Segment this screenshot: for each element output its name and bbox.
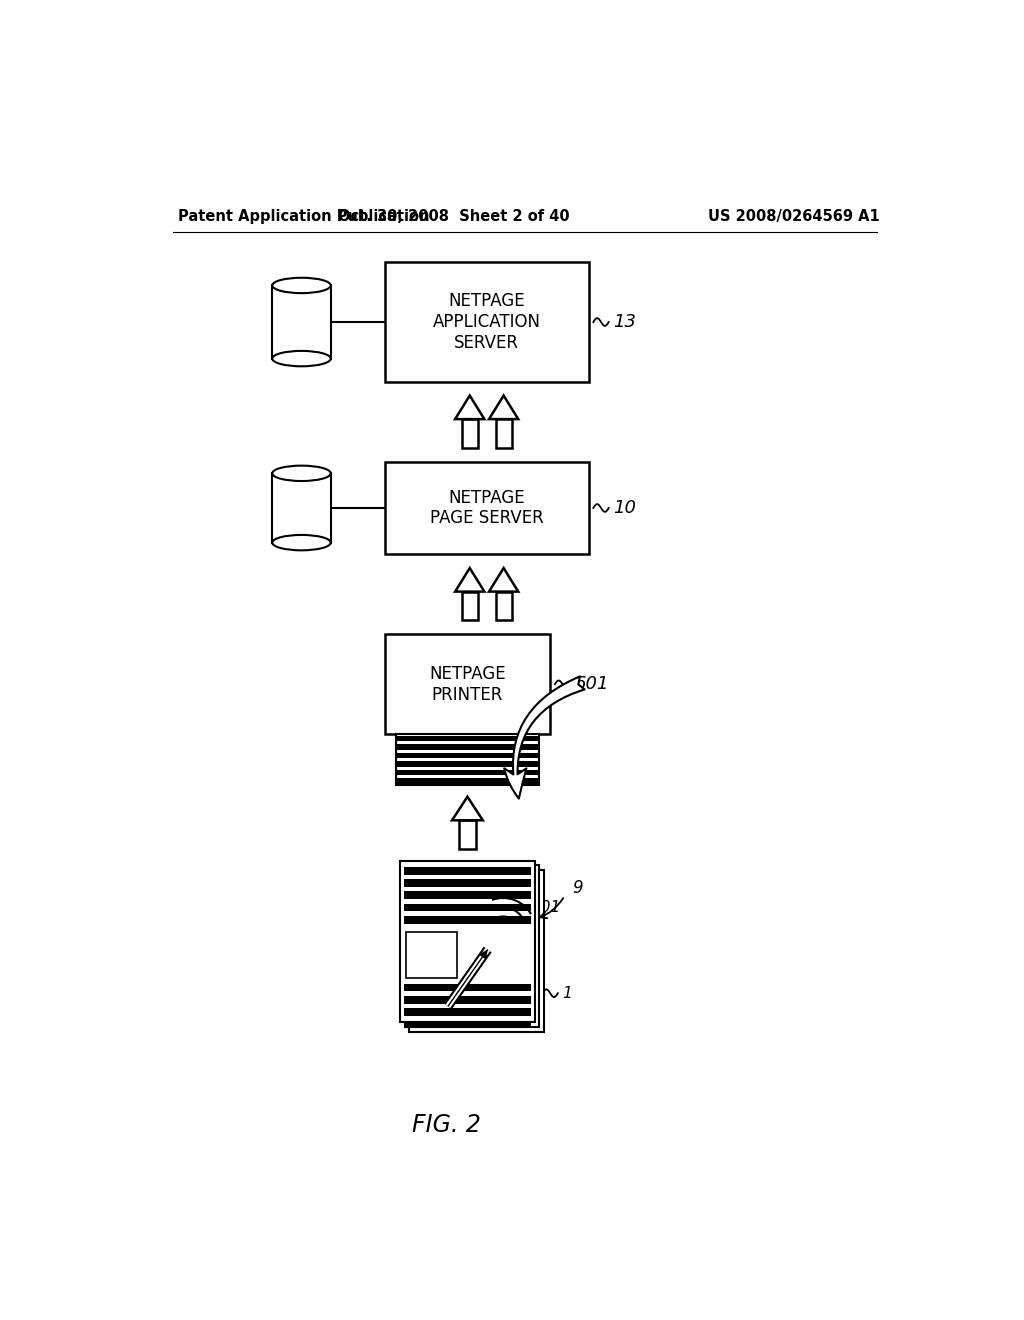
Bar [413, 908, 541, 915]
Text: 601: 601 [574, 676, 609, 693]
Polygon shape [452, 797, 483, 820]
Bar [385, 263, 589, 381]
Bar [413, 887, 541, 894]
Bar [409, 892, 536, 900]
Bar [396, 744, 539, 750]
Bar [396, 734, 539, 785]
Bar [385, 462, 589, 554]
Bar [413, 898, 541, 904]
Bar [403, 879, 531, 887]
Bar [409, 925, 536, 932]
Text: 101: 101 [530, 900, 560, 915]
Bar [403, 997, 531, 1003]
Bar [413, 919, 541, 927]
Text: NETPAGE
APPLICATION
SERVER: NETPAGE APPLICATION SERVER [433, 292, 541, 352]
Bar [496, 591, 512, 620]
Bar [396, 770, 539, 775]
Bar [396, 737, 539, 742]
Bar [403, 983, 531, 991]
Bar [403, 867, 531, 875]
Bar [462, 420, 478, 447]
Bar [403, 916, 531, 924]
Ellipse shape [272, 277, 331, 293]
Text: Oct. 30, 2008  Sheet 2 of 40: Oct. 30, 2008 Sheet 2 of 40 [338, 209, 569, 223]
Bar [409, 871, 536, 878]
Bar [403, 1008, 531, 1016]
Ellipse shape [272, 351, 331, 367]
Polygon shape [455, 396, 484, 420]
Ellipse shape [272, 466, 331, 480]
Bar [409, 915, 536, 921]
Text: 10: 10 [613, 499, 636, 517]
Bar [409, 882, 536, 890]
Bar [410, 870, 544, 1032]
Text: Patent Application Publication: Patent Application Publication [178, 209, 430, 223]
Text: US 2008/0264569 A1: US 2008/0264569 A1 [708, 209, 880, 223]
Polygon shape [455, 568, 484, 591]
Text: 13: 13 [613, 313, 636, 331]
Bar [413, 952, 541, 958]
Bar [404, 866, 540, 1027]
Text: FIG. 2: FIG. 2 [412, 1113, 480, 1137]
Bar [409, 936, 536, 942]
Bar [459, 820, 476, 849]
Bar [403, 904, 531, 911]
Bar [409, 946, 536, 954]
Bar [396, 779, 539, 784]
Text: 9: 9 [572, 879, 583, 898]
Bar [396, 752, 539, 758]
FancyArrowPatch shape [504, 676, 585, 799]
Bar [413, 941, 541, 948]
Bar [409, 904, 536, 911]
Bar [400, 861, 535, 1022]
Bar [496, 420, 512, 447]
Bar [413, 929, 541, 937]
Bar [396, 762, 539, 767]
Text: 1: 1 [562, 986, 572, 1001]
Text: NETPAGE
PAGE SERVER: NETPAGE PAGE SERVER [430, 488, 544, 528]
Bar [413, 876, 541, 883]
Polygon shape [489, 396, 518, 420]
Bar [403, 1020, 531, 1028]
Bar [403, 891, 531, 899]
Ellipse shape [272, 535, 331, 550]
Polygon shape [489, 568, 518, 591]
FancyArrowPatch shape [540, 898, 563, 919]
Bar [385, 635, 550, 734]
Text: NETPAGE
PRINTER: NETPAGE PRINTER [429, 665, 506, 704]
Bar [407, 932, 458, 978]
Bar [462, 591, 478, 620]
Polygon shape [478, 949, 487, 960]
